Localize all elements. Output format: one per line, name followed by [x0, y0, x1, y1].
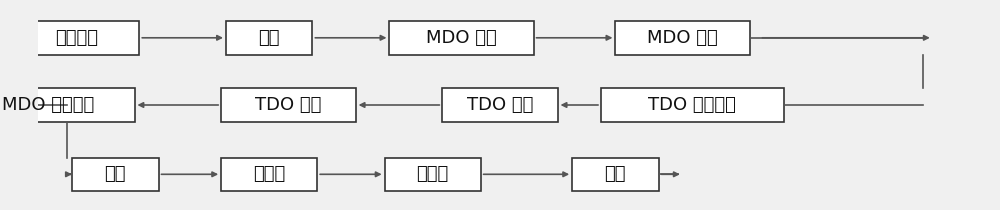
- FancyBboxPatch shape: [442, 88, 558, 122]
- FancyBboxPatch shape: [221, 88, 356, 122]
- Text: 铸片: 铸片: [258, 29, 280, 47]
- FancyBboxPatch shape: [385, 158, 481, 191]
- FancyBboxPatch shape: [389, 21, 534, 55]
- FancyBboxPatch shape: [221, 158, 317, 191]
- Text: MDO 拉伸: MDO 拉伸: [647, 29, 718, 47]
- Text: TDO 拉伸: TDO 拉伸: [467, 96, 533, 114]
- Text: 收卷: 收卷: [105, 165, 126, 183]
- Text: 熔融挤出: 熔融挤出: [55, 29, 98, 47]
- Text: TDO 预热: TDO 预热: [255, 96, 322, 114]
- Text: MDO 预热: MDO 预热: [426, 29, 497, 47]
- FancyBboxPatch shape: [14, 21, 139, 55]
- Text: 大分切: 大分切: [253, 165, 285, 183]
- FancyBboxPatch shape: [226, 21, 312, 55]
- Text: TDO 回火定型: TDO 回火定型: [648, 96, 736, 114]
- FancyBboxPatch shape: [572, 158, 659, 191]
- Text: MDO 冷却回火: MDO 冷却回火: [2, 96, 94, 114]
- FancyBboxPatch shape: [0, 88, 135, 122]
- FancyBboxPatch shape: [72, 158, 159, 191]
- Text: 包装: 包装: [605, 165, 626, 183]
- FancyBboxPatch shape: [615, 21, 750, 55]
- Text: 小分切: 小分切: [417, 165, 449, 183]
- FancyBboxPatch shape: [601, 88, 784, 122]
